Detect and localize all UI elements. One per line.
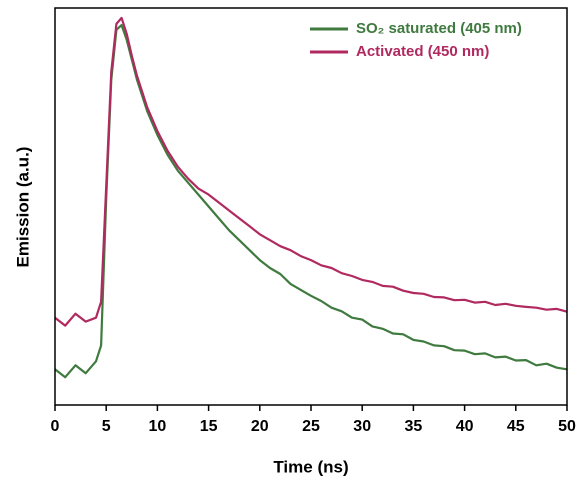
x-tick-label: 10 xyxy=(149,418,167,435)
y-axis-label: Emission (a.u.) xyxy=(13,147,32,268)
plot-frame xyxy=(54,7,568,406)
x-tick-label: 45 xyxy=(507,418,525,435)
legend-label: SO₂ saturated (405 nm) xyxy=(356,20,522,37)
legend-label: Activated (450 nm) xyxy=(356,43,489,60)
x-tick-label: 50 xyxy=(558,418,576,435)
x-tick-label: 25 xyxy=(302,418,320,435)
x-tick-label: 40 xyxy=(456,418,474,435)
data-line xyxy=(54,24,568,379)
x-tick-label: 20 xyxy=(251,418,269,435)
x-tick-label: 35 xyxy=(405,418,423,435)
x-tick-label: 30 xyxy=(353,418,371,435)
x-axis-label: Time (ns) xyxy=(273,457,348,476)
x-tick-label: 0 xyxy=(51,418,60,435)
x-tick-label: 5 xyxy=(102,418,111,435)
data-line xyxy=(54,16,568,327)
x-tick-label: 15 xyxy=(200,418,218,435)
